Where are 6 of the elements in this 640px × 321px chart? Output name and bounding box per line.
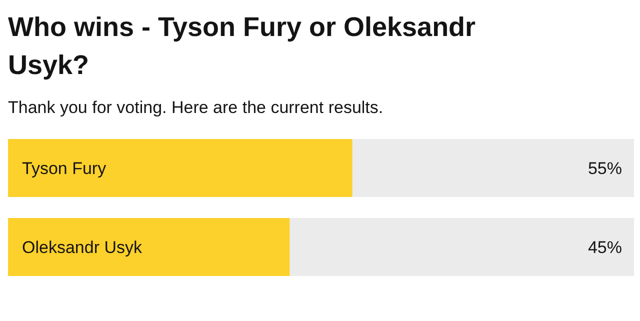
y-tick-label: Tyson Fury	[22, 159, 107, 178]
data-label: 45%	[588, 238, 622, 257]
chart-subtitle: Thank you for voting. Here are the current results.	[8, 98, 384, 118]
chart-title: Who wins - Tyson Fury or Oleksandr Usyk?	[8, 11, 477, 82]
y-tick-label: Oleksandr Usyk	[22, 238, 142, 257]
data-label: 55%	[588, 159, 622, 178]
